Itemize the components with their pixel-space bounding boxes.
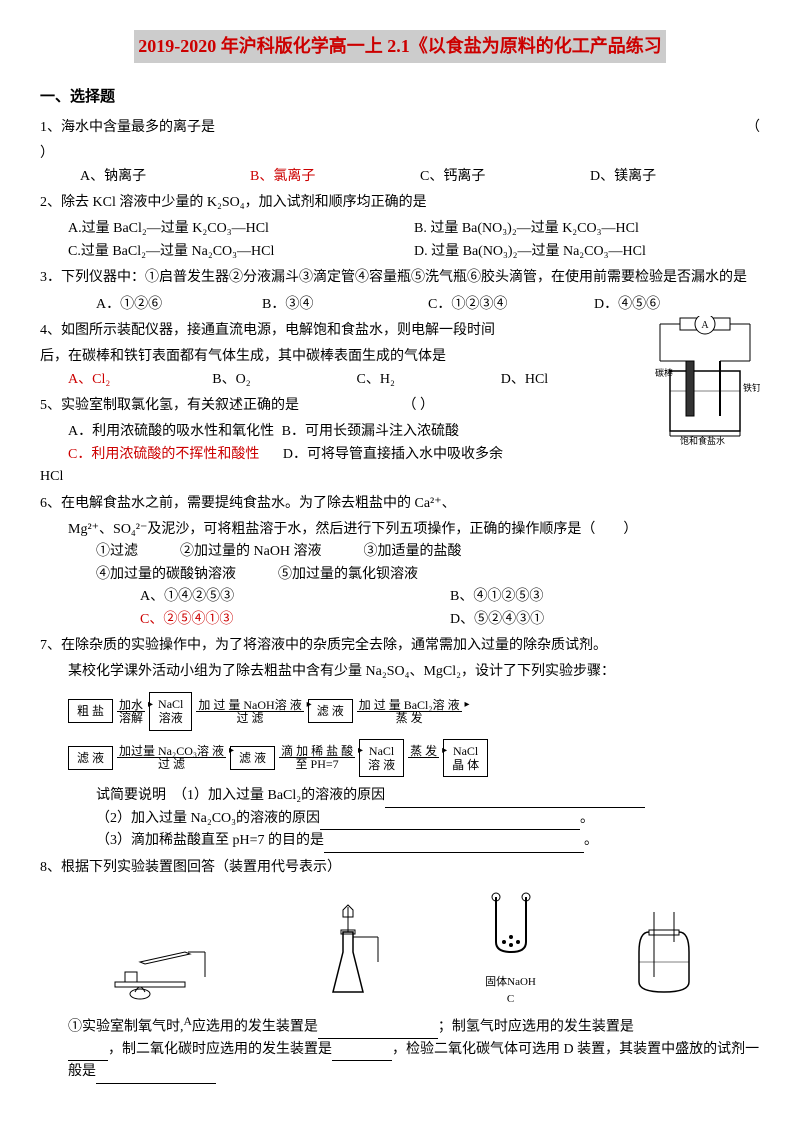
svg-text:饱和食盐水: 饱和食盐水 [680, 435, 725, 446]
q7-sub2: （2）加入过量 Na₂CO₃的溶液的原因。 [40, 808, 760, 830]
q5-a: A．利用浓硫酸的吸水性和氧化性 [68, 424, 274, 439]
blank-line [324, 839, 584, 853]
flow-diagram-1: 粗 盐 加水 溶解 NaCl溶液 加 过 量 NaOH溶 液 过 滤 滤 液 加… [68, 692, 760, 731]
q6-b: B、④①②⑤③ [450, 586, 760, 608]
q6-l2: ④加过量的碳酸钠溶液 ⑤加过量的氯化钡溶液 [40, 564, 760, 586]
q5-tail: HCl [40, 466, 760, 488]
q5-stem: 5、实验室制取氯化氢，有关叙述正确的是 [40, 398, 299, 413]
q4-d: D、HCl [501, 369, 645, 391]
q1-d: D、镁离子 [590, 166, 760, 188]
blank-line [68, 1047, 108, 1061]
q1-options: A、钠离子 B、氯离子 C、钙离子 D、镁离子 [40, 166, 760, 188]
question-8: 8、根据下列实验装置图回答（装置用代号表示） [40, 857, 760, 879]
flow-box: NaCl溶液 [149, 692, 192, 731]
electrolysis-figure: A 碳棒 铁钉 饱和食盐水 [650, 316, 760, 464]
q6-d: D、⑤②④③① [450, 609, 760, 631]
q3-b: B．③④ [262, 294, 428, 316]
q5-c: C．利用浓硫酸的不挥性和酸性 [68, 447, 259, 462]
flow-arrow: 加 过 量 NaOH溶 液 过 滤 [196, 699, 303, 724]
q6-opts1: A、①④②⑤③ B、④①②⑤③ [40, 586, 760, 608]
svg-text:A: A [701, 320, 709, 331]
blank-line [385, 794, 645, 808]
flow-box: 滤 液 [68, 746, 113, 770]
q4-a: A、Cl₂ [68, 369, 212, 391]
q8-sub2: ，制二氧化碳时应选用的发生装置是，检验二氧化碳气体可选用 D 装置，其装置中盛放… [40, 1039, 760, 1084]
q5-paren: （ ） [403, 398, 435, 413]
flow-arrow: 蒸 发 [408, 745, 439, 770]
q1-b: B、氯离子 [250, 166, 420, 188]
flow-arrow: 加过量 Na₂CO₃溶 液 过 滤 [117, 745, 226, 770]
svg-text:铁钉: 铁钉 [743, 382, 760, 393]
flow-diagram-2: 滤 液 加过量 Na₂CO₃溶 液 过 滤 滤 液 滴 加 稀 盐 酸 至 PH… [68, 739, 760, 778]
q2-b: B. 过量 Ba(NO₃)₂—过量 K₂CO₃—HCl [414, 218, 760, 240]
q4-options: A、Cl₂ B、O₂ C、H₂ D、HCl [40, 369, 645, 391]
page-title: 2019-2020 年沪科版化学高一上 2.1《以食盐为原料的化工产品练习 [134, 30, 666, 63]
q7-sub1: 试简要说明 （1）加入过量 BaCl₂的溶液的原因 [40, 785, 760, 807]
blank-line [318, 1025, 438, 1039]
q6-opts2: C、②⑤④①③ D、⑤②④③① [40, 609, 760, 631]
question-1: 1、海水中含量最多的离子是 （ [40, 117, 760, 139]
q2-row1: A.过量 BaCl₂—过量 K₂CO₃—HCl B. 过量 Ba(NO₃)₂—过… [40, 218, 760, 240]
flow-box: 粗 盐 [68, 699, 113, 723]
q2-a: A.过量 BaCl₂—过量 K₂CO₃—HCl [68, 218, 414, 240]
apparatus-c-label2: C [476, 991, 546, 1009]
apparatus-c-label1: 固体NaOH [476, 974, 546, 992]
flow-box: NaCl溶 液 [359, 739, 404, 778]
blank-line [96, 1070, 216, 1084]
apparatus-a [110, 912, 220, 1009]
question-6: 6、在电解食盐水之前，需要提纯食盐水。为了除去粗盐中的 Ca²⁺、 [40, 493, 760, 515]
flow-box: 滤 液 [308, 699, 353, 723]
blank-line [332, 1047, 392, 1061]
q8-sub1: ①实验室制氧气时,A应选用的发生装置是；制氢气时应选用的发生装置是 [40, 1013, 760, 1039]
q6-stem2: Mg²⁺、SO₄²⁻及泥沙，可将粗盐溶于水，然后进行下列五项操作，正确的操作顺序… [40, 519, 760, 541]
q6-l1: ①过滤 ②加过量的 NaOH 溶液 ③加适量的盐酸 [40, 541, 760, 563]
question-2: 2、除去 KCl 溶液中少量的 K₂SO₄，加入试剂和顺序均正确的是 [40, 192, 760, 214]
q5-d: D．可将导管直接插入水中吸收多余 [283, 447, 503, 462]
apparatus-b [303, 902, 393, 1009]
apparatus-c: 固体NaOH C [476, 887, 546, 1009]
q1-c: C、钙离子 [420, 166, 590, 188]
q2-row2: C.过量 BaCl₂—过量 Na₂CO₃—HCl D. 过量 Ba(NO₃)₂—… [40, 241, 760, 263]
q5-b: B．可用长颈漏斗注入浓硫酸 [282, 424, 459, 439]
q3-c: C．①②③④ [428, 294, 594, 316]
q6-c: C、②⑤④①③ [140, 609, 450, 631]
q3-a: A．①②⑥ [96, 294, 262, 316]
q2-c: C.过量 BaCl₂—过量 Na₂CO₃—HCl [68, 241, 414, 263]
svg-text:碳棒: 碳棒 [655, 367, 673, 378]
flow-box: NaCl晶 体 [443, 739, 488, 778]
q3-d: D．④⑤⑥ [594, 294, 760, 316]
q1-stem: 1、海水中含量最多的离子是 [40, 120, 215, 135]
q4-c: C、H₂ [357, 369, 501, 391]
q4-b: B、O₂ [212, 369, 356, 391]
blank-line [320, 816, 580, 830]
flow-arrow: 滴 加 稀 盐 酸 至 PH=7 [279, 745, 355, 770]
q3-stem: 3．下列仪器中：①启普发生器②分液漏斗③滴定管④容量瓶⑤洗气瓶⑥胶头滴管，在使用… [40, 267, 760, 289]
question-7: 7、在除杂质的实验操作中，为了将溶液中的杂质完全去除，通常需加入过量的除杂质试剂… [40, 635, 760, 657]
question-3: 3．下列仪器中：①启普发生器②分液漏斗③滴定管④容量瓶⑤洗气瓶⑥胶头滴管，在使用… [40, 267, 760, 289]
q6-a: A、①④②⑤③ [140, 586, 450, 608]
superscript-a: A [184, 1015, 192, 1028]
paren-open: （ [746, 117, 760, 139]
flow-arrow: 加水 溶解 [117, 699, 145, 724]
q7-stem2: 某校化学课外活动小组为了除去粗盐中含有少量 Na₂SO₄、MgCl₂，设计了下列… [40, 661, 760, 683]
flow-arrow: 加 过 量 BaCl₂溶 液 蒸 发 [357, 699, 462, 724]
flow-box: 滤 液 [230, 746, 275, 770]
q2-d: D. 过量 Ba(NO₃)₂—过量 Na₂CO₃—HCl [414, 241, 760, 263]
q1-a: A、钠离子 [80, 166, 250, 188]
q7-sub3: （3）滴加稀盐酸直至 pH=7 的目的是。 [40, 830, 760, 852]
section-heading: 一、选择题 [40, 85, 760, 109]
apparatus-d [629, 902, 719, 1009]
q3-options: A．①②⑥ B．③④ C．①②③④ D．④⑤⑥ [40, 294, 760, 316]
q1-paren-close: ） [40, 143, 760, 165]
apparatus-figure: 固体NaOH C [68, 887, 760, 1009]
